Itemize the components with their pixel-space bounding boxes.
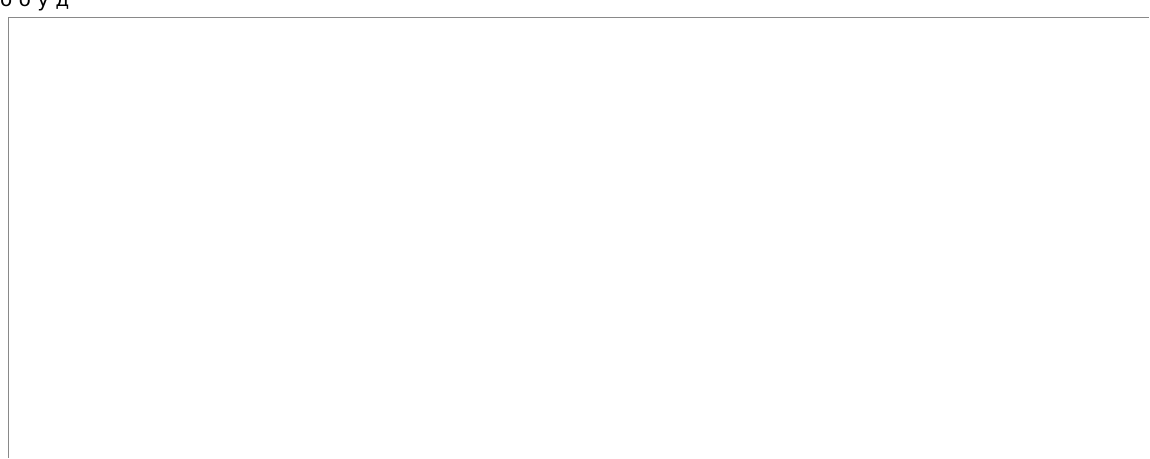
top-text-fragment: о о у д — [0, 0, 69, 11]
chart-frame — [8, 17, 1149, 458]
